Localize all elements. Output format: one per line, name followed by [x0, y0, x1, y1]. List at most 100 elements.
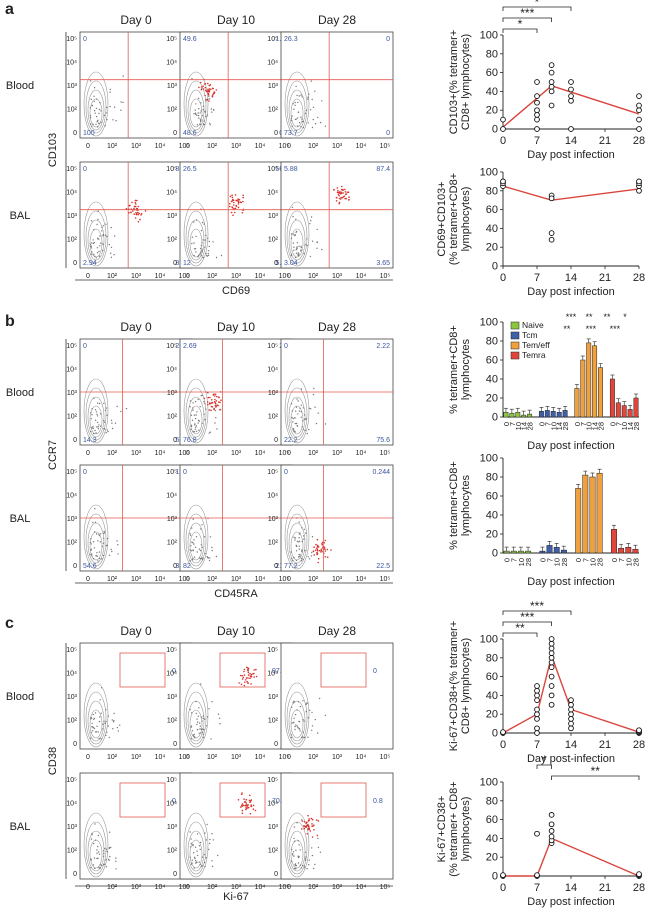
flow-event-dot — [197, 254, 200, 257]
bar-day-label: 7 — [543, 422, 552, 426]
flow-event-dot — [206, 725, 208, 727]
flow-event-dot — [292, 702, 294, 704]
flow-event-dot — [298, 245, 300, 247]
data-point — [636, 107, 642, 114]
flow-red-event — [313, 824, 315, 826]
flow-red-event — [207, 92, 210, 95]
flow-event-dot — [295, 410, 297, 412]
x-tick-label: 14 — [565, 882, 577, 894]
flow-event-dot — [97, 126, 99, 128]
flow-red-event — [340, 188, 343, 191]
flow-y-tick: 10⁵ — [66, 469, 77, 476]
data-point — [534, 79, 540, 85]
flow-red-event — [340, 196, 343, 199]
flow-event-dot — [300, 250, 302, 252]
flow-contour — [85, 80, 107, 134]
flow-event-dot — [319, 851, 322, 853]
flow-event-dot — [201, 251, 203, 253]
flow-event-dot — [206, 255, 208, 257]
flow-red-event — [218, 401, 220, 403]
flow-red-event — [336, 191, 339, 194]
gate-value: 0 — [172, 798, 176, 805]
flow-event-dot — [199, 728, 201, 730]
x-axis-label: Day post infection — [527, 440, 614, 452]
flow-y-tick: 10³ — [67, 83, 78, 90]
flow-event-dot — [294, 118, 297, 121]
flow-event-dot — [209, 842, 211, 845]
bar-day-label: 7 — [546, 558, 555, 562]
flow-x-tick: 10³ — [231, 884, 242, 891]
flow-event-dot — [195, 113, 197, 116]
bar — [553, 547, 560, 554]
flow-event-dot — [202, 256, 204, 259]
significance-label: * — [518, 17, 523, 31]
flow-plot: 010²10³10⁴10⁵010²10³10⁴10⁵013.654.631.8 — [66, 464, 193, 583]
flow-event-dot — [204, 403, 206, 405]
flow-contour — [286, 387, 308, 441]
significance-label: * — [535, 0, 540, 9]
flow-event-dot — [202, 123, 205, 125]
flow-event-dot — [321, 551, 324, 553]
flow-red-event — [207, 82, 209, 85]
flow-y-tick: 10⁵ — [166, 36, 177, 43]
bar-day-label: 0 — [574, 558, 583, 562]
data-point — [548, 102, 555, 109]
data-point — [548, 645, 555, 652]
flow-event-dot — [103, 720, 105, 722]
flow-red-event — [306, 824, 309, 827]
flow-event-dot — [291, 206, 294, 208]
flow-contour — [83, 812, 109, 878]
flow-red-event — [250, 675, 252, 678]
flow-event-dot — [199, 863, 201, 866]
bar — [503, 412, 509, 418]
flow-y-tick: 0 — [173, 130, 177, 137]
flow-event-dot — [93, 87, 96, 89]
flow-event-dot — [301, 549, 303, 551]
flow-event-dot — [101, 545, 103, 548]
flow-y-tick: 10⁴ — [66, 671, 77, 678]
y-tick-label: 40 — [486, 86, 498, 98]
bar — [627, 409, 633, 418]
flow-event-dot — [204, 234, 207, 237]
bar — [618, 548, 625, 554]
flow-event-dot — [311, 98, 313, 101]
flow-event-dot — [98, 108, 101, 111]
y-tick-label: 100 — [480, 167, 498, 179]
flow-x-tick: 0 — [86, 273, 90, 280]
flow-y-tick: 10⁵ — [267, 647, 278, 654]
data-point — [534, 692, 540, 699]
flow-event-dot — [193, 852, 195, 854]
significance-label: ** — [591, 764, 601, 778]
flow-red-event — [134, 199, 137, 202]
flow-red-event — [245, 798, 248, 801]
flow-event-dot — [99, 235, 101, 237]
flow-event-dot — [98, 853, 101, 855]
flow-event-dot — [195, 712, 197, 715]
flow-event-dot — [297, 726, 299, 729]
flow-event-dot — [295, 545, 298, 548]
flow-y-tick: 10⁵ — [66, 343, 77, 350]
flow-x-tick: 0 — [186, 754, 190, 761]
flow-x-tick: 10⁵ — [279, 450, 290, 457]
flow-event-dot — [299, 705, 302, 708]
flow-red-event — [307, 820, 310, 822]
flow-event-dot — [302, 428, 305, 430]
flow-red-event — [308, 827, 311, 829]
flow-event-dot — [200, 255, 203, 257]
flow-event-dot — [294, 728, 296, 731]
bar — [556, 412, 562, 418]
flow-event-dot — [115, 120, 117, 122]
flow-event-dot — [93, 718, 95, 720]
flow-event-dot — [192, 518, 194, 520]
flow-event-dot — [90, 253, 92, 255]
flow-event-dot — [103, 428, 105, 430]
flow-x-tick: 10³ — [131, 576, 142, 583]
bar — [589, 476, 596, 554]
flow-event-dot — [303, 528, 305, 531]
legend-swatch — [510, 331, 520, 340]
flow-event-dot — [295, 724, 297, 726]
flow-contour — [290, 405, 304, 435]
flow-event-dot — [297, 413, 299, 415]
flow-event-dot — [295, 550, 298, 552]
flow-event-dot — [193, 414, 196, 416]
